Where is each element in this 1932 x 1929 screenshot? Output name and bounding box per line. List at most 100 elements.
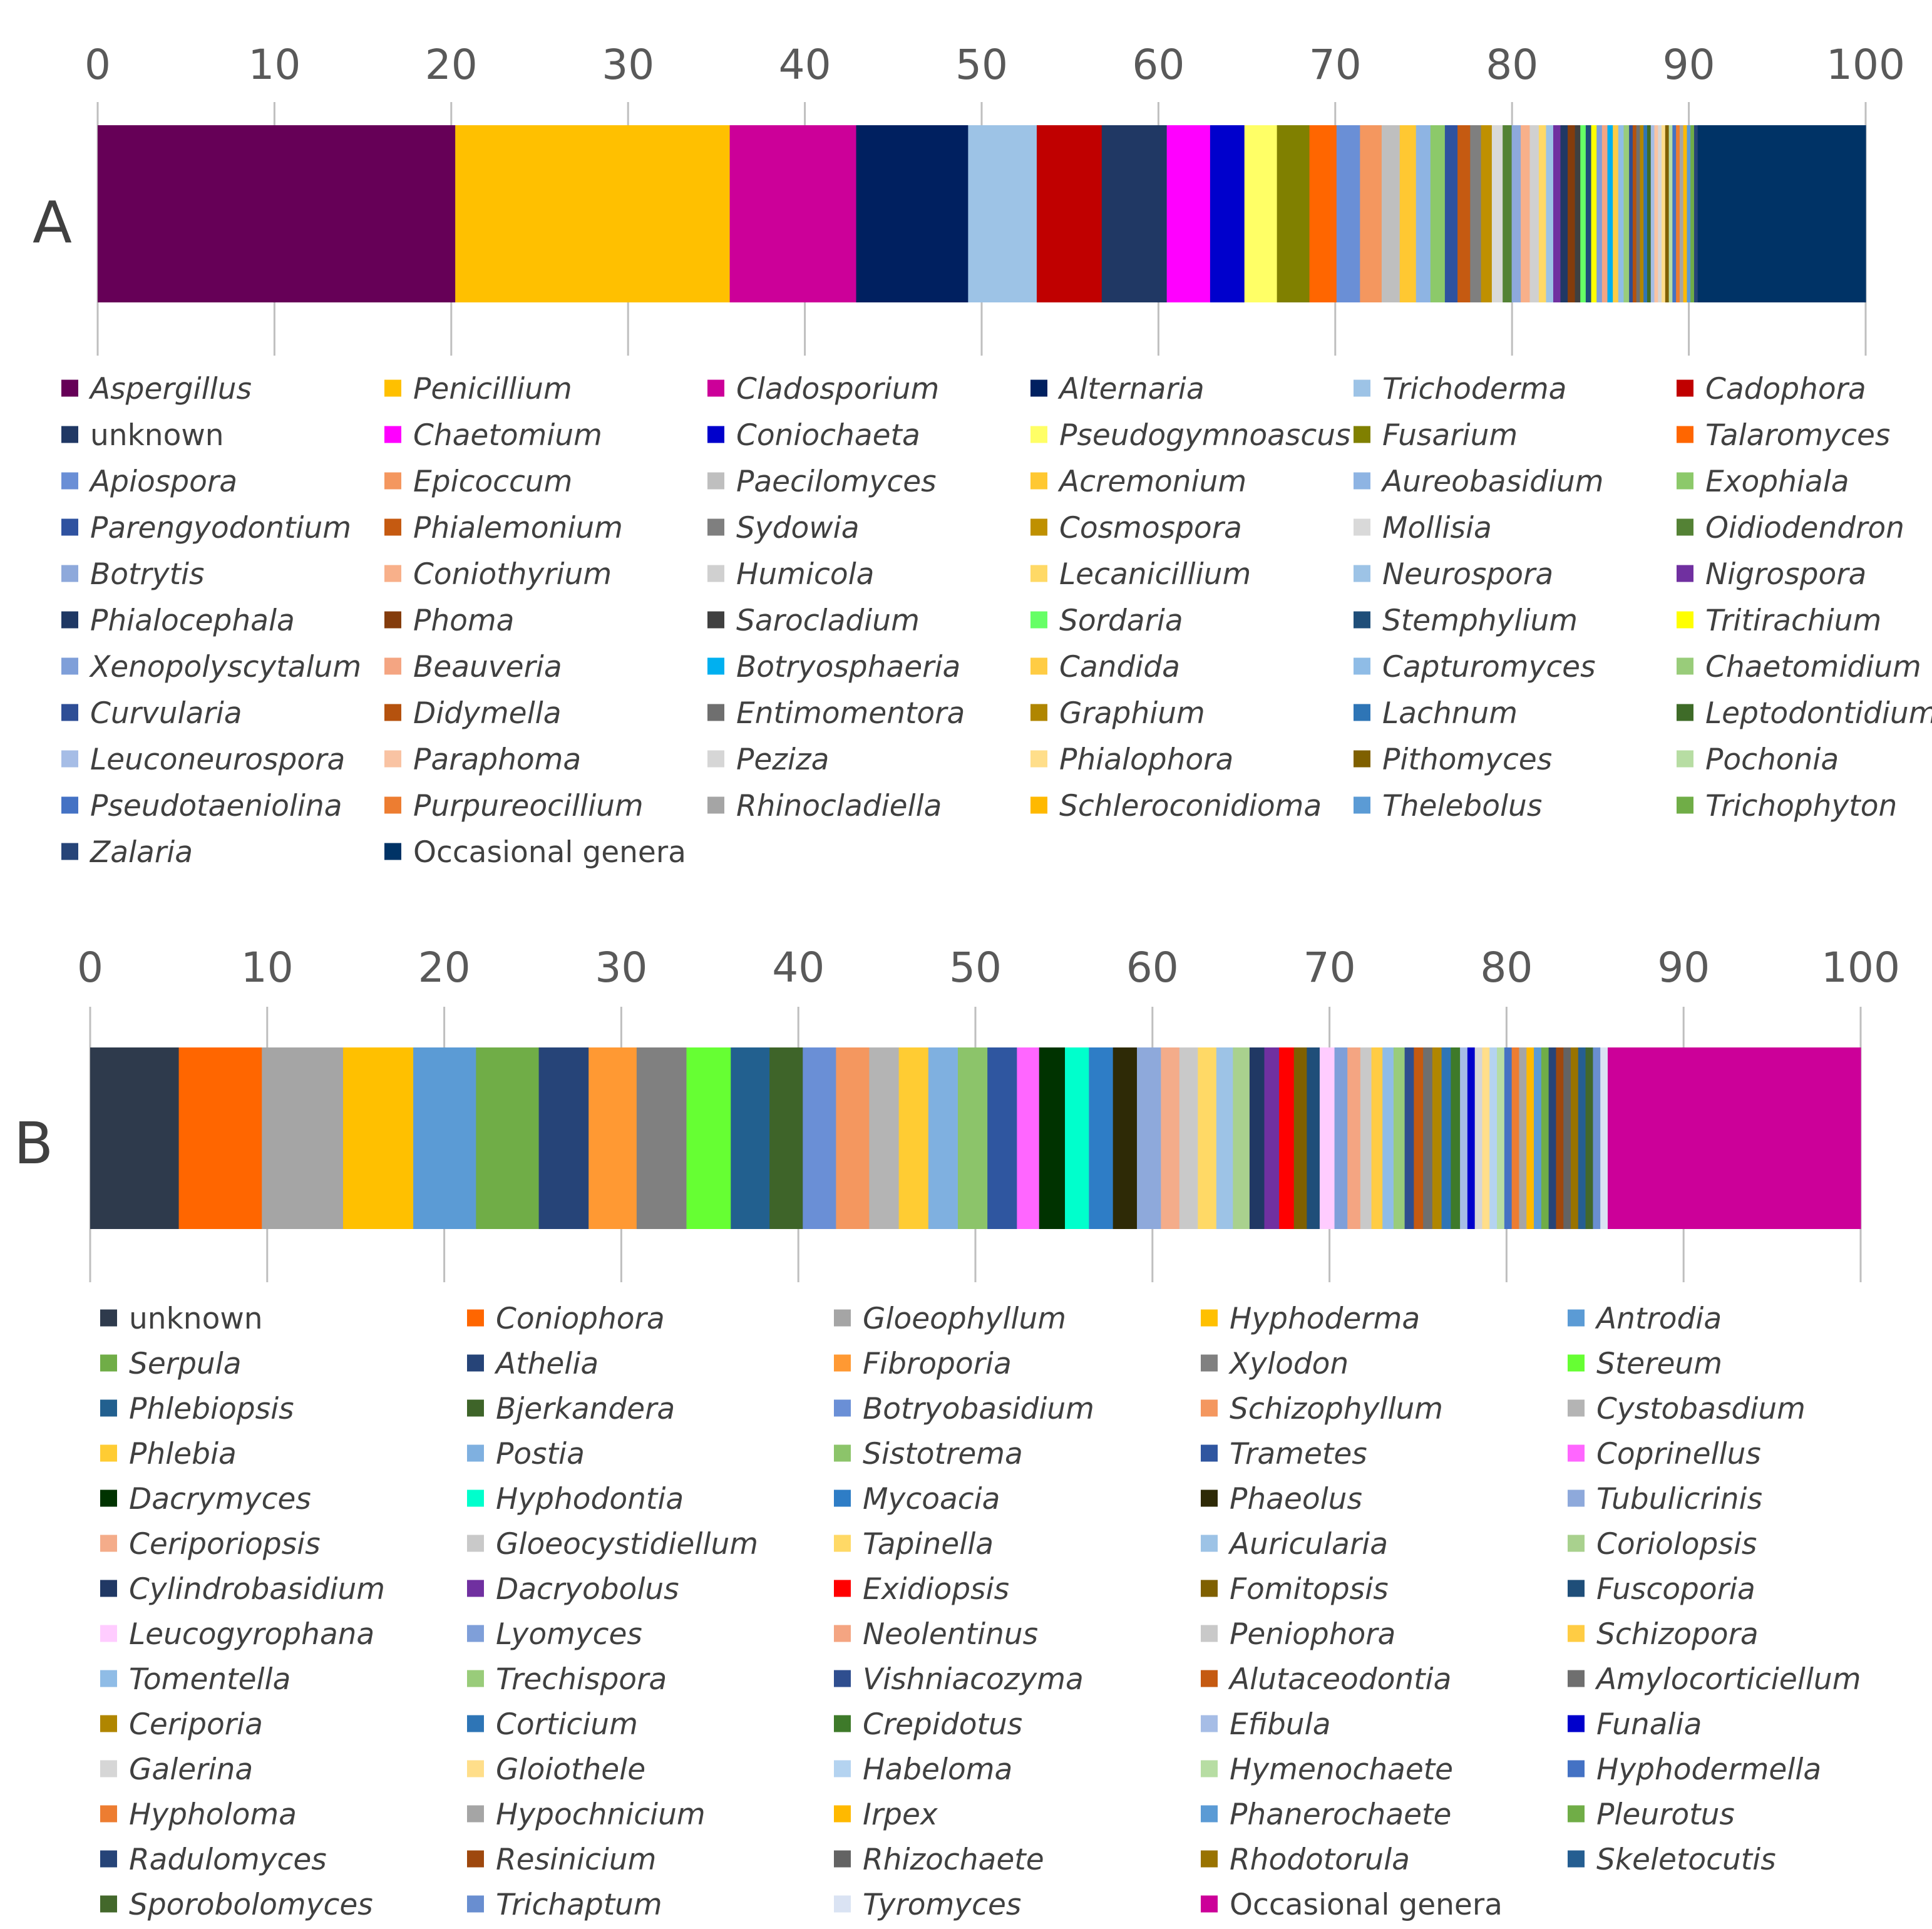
legend-label: Tapinella bbox=[863, 1527, 994, 1561]
legend-swatch bbox=[834, 1760, 851, 1777]
bar-segment-coriolopsis bbox=[1233, 1047, 1250, 1229]
x-tick-label: 90 bbox=[1657, 944, 1710, 992]
legend-swatch bbox=[707, 750, 724, 768]
legend-swatch bbox=[834, 1535, 851, 1552]
legend-label: Tyromyces bbox=[863, 1888, 1021, 1922]
x-tick-label: 30 bbox=[595, 944, 647, 992]
bar-segment-sordaria bbox=[1580, 125, 1586, 302]
bar-segment-aspergillus bbox=[98, 125, 456, 302]
bar-segment-chaetomium bbox=[1166, 125, 1211, 302]
x-tick-label: 60 bbox=[1132, 41, 1184, 89]
bar-segment-mollisia bbox=[1491, 125, 1503, 302]
legend-item-tapinella: Tapinella bbox=[834, 1527, 994, 1561]
x-tick-label: 20 bbox=[418, 944, 471, 992]
legend-item-trametes: Trametes bbox=[1201, 1437, 1367, 1471]
legend-label: Serpula bbox=[129, 1347, 242, 1381]
bar-segment-sporobolomyces bbox=[1585, 1047, 1594, 1229]
legend-swatch bbox=[707, 379, 724, 397]
bar-segment-peziza bbox=[1658, 125, 1662, 302]
legend-swatch bbox=[384, 611, 401, 629]
legend-swatch bbox=[707, 796, 724, 814]
legend-swatch bbox=[834, 1309, 851, 1327]
bar-segment-beauveria bbox=[1601, 125, 1608, 302]
bar-segment-phaeolus bbox=[1112, 1047, 1138, 1229]
bar-segment-xylodon bbox=[636, 1047, 687, 1229]
x-tick-label: 40 bbox=[779, 41, 831, 89]
legend-item-mycoacia: Mycoacia bbox=[834, 1482, 1000, 1516]
legend-label: Phlebia bbox=[129, 1437, 237, 1471]
legend-label: Exidiopsis bbox=[863, 1572, 1009, 1607]
legend-label: Tritirachium bbox=[1705, 604, 1881, 638]
legend-item-occasional-genera: Occasional genera bbox=[384, 835, 686, 870]
legend-label: Zalaria bbox=[89, 835, 193, 870]
legend-swatch bbox=[834, 1805, 851, 1823]
legend-label: Schizophyllum bbox=[1230, 1392, 1443, 1426]
legend-label: Pseudotaeniolina bbox=[90, 789, 342, 823]
legend-label: Antrodia bbox=[1595, 1302, 1722, 1336]
legend-swatch bbox=[384, 379, 401, 397]
bar-segment-hyphodontia bbox=[1065, 1047, 1089, 1229]
legend-item-fusarium: Fusarium bbox=[1354, 418, 1518, 453]
legend-swatch bbox=[1677, 379, 1693, 397]
legend-item-galerina: Galerina bbox=[100, 1752, 253, 1787]
bar-segment-coniophora bbox=[178, 1047, 262, 1229]
x-tick-label: 100 bbox=[1826, 41, 1905, 89]
legend-swatch bbox=[1201, 1625, 1218, 1642]
x-tick-label: 50 bbox=[949, 944, 1002, 992]
bar-segment-thelebolus bbox=[1687, 125, 1691, 302]
bar-segment-unknown bbox=[90, 1047, 180, 1229]
legend-label: Aspergillus bbox=[88, 372, 252, 406]
bar-segment-pithomyces bbox=[1665, 125, 1670, 302]
legend-swatch bbox=[1201, 1309, 1218, 1327]
legend-label: Sordaria bbox=[1059, 604, 1183, 638]
bar-segment-xenopolyscytalum bbox=[1596, 125, 1603, 302]
legend-swatch bbox=[467, 1715, 484, 1732]
legend-item-humicola: Humicola bbox=[707, 557, 874, 592]
bar-segment-fibroporia bbox=[588, 1047, 637, 1229]
x-tick-label: 10 bbox=[241, 944, 294, 992]
legend-swatch bbox=[100, 1535, 117, 1552]
legend-item-sydowia: Sydowia bbox=[707, 511, 860, 545]
legend-label: Parengyodontium bbox=[90, 511, 351, 545]
legend-item-hyphoderma: Hyphoderma bbox=[1201, 1302, 1420, 1336]
bar-segment-tomentella bbox=[1382, 1047, 1394, 1229]
x-tick-label: 70 bbox=[1303, 944, 1356, 992]
legend-item-stemphylium: Stemphylium bbox=[1354, 604, 1578, 638]
legend-item-funalia: Funalia bbox=[1568, 1707, 1702, 1742]
legend-item-unknown: unknown bbox=[61, 418, 224, 453]
legend-label: Xenopolyscytalum bbox=[88, 650, 361, 684]
legend-swatch bbox=[100, 1444, 117, 1462]
panel-b-stacked-bar bbox=[90, 1047, 1861, 1229]
legend-item-coniochaeta: Coniochaeta bbox=[707, 418, 920, 453]
bar-segment-unknown bbox=[1101, 125, 1168, 302]
legend-label: Mollisia bbox=[1382, 511, 1492, 545]
legend-item-tomentella: Tomentella bbox=[100, 1662, 290, 1697]
bar-segment-oidiodendron bbox=[1503, 125, 1513, 302]
legend-swatch bbox=[384, 472, 401, 490]
legend-label: Bjerkandera bbox=[496, 1392, 675, 1426]
panel-a-letter: A bbox=[33, 189, 72, 256]
legend-swatch bbox=[61, 518, 78, 536]
legend-swatch bbox=[1201, 1399, 1218, 1417]
bar-segment-acremonium bbox=[1399, 125, 1417, 302]
legend-label: Hymenochaete bbox=[1230, 1752, 1453, 1787]
x-tick-label: 90 bbox=[1663, 41, 1715, 89]
legend-label: Sistotrema bbox=[863, 1437, 1023, 1471]
legend-label: Paecilomyces bbox=[736, 465, 937, 499]
bar-segment-neolentinus bbox=[1347, 1047, 1361, 1229]
panel-b: B 0 10 20 30 40 50 60 70 80 90 100 unknown Coniopho… bbox=[14, 944, 1900, 1922]
panel-a: A 0 10 20 30 40 50 60 70 80 90 100 Aspergillus Peni… bbox=[33, 41, 1932, 870]
legend-label: Peziza bbox=[736, 743, 829, 777]
bar-segment-cylindrobasidium bbox=[1249, 1047, 1265, 1229]
bar-segment-hyphodermella bbox=[1504, 1047, 1513, 1229]
bar-segment-occasional-genera bbox=[1697, 125, 1866, 302]
bar-segment-epicoccum bbox=[1360, 125, 1382, 302]
legend-label: Athelia bbox=[494, 1347, 599, 1381]
legend-label: Oidiodendron bbox=[1705, 511, 1904, 545]
legend-label: Tubulicrinis bbox=[1596, 1482, 1762, 1516]
legend-label: Graphium bbox=[1059, 696, 1205, 731]
legend-item-coniothyrium: Coniothyrium bbox=[384, 557, 612, 592]
legend-item-schizophyllum: Schizophyllum bbox=[1201, 1392, 1443, 1426]
legend-swatch bbox=[100, 1625, 117, 1642]
legend-label: Fibroporia bbox=[863, 1347, 1012, 1381]
